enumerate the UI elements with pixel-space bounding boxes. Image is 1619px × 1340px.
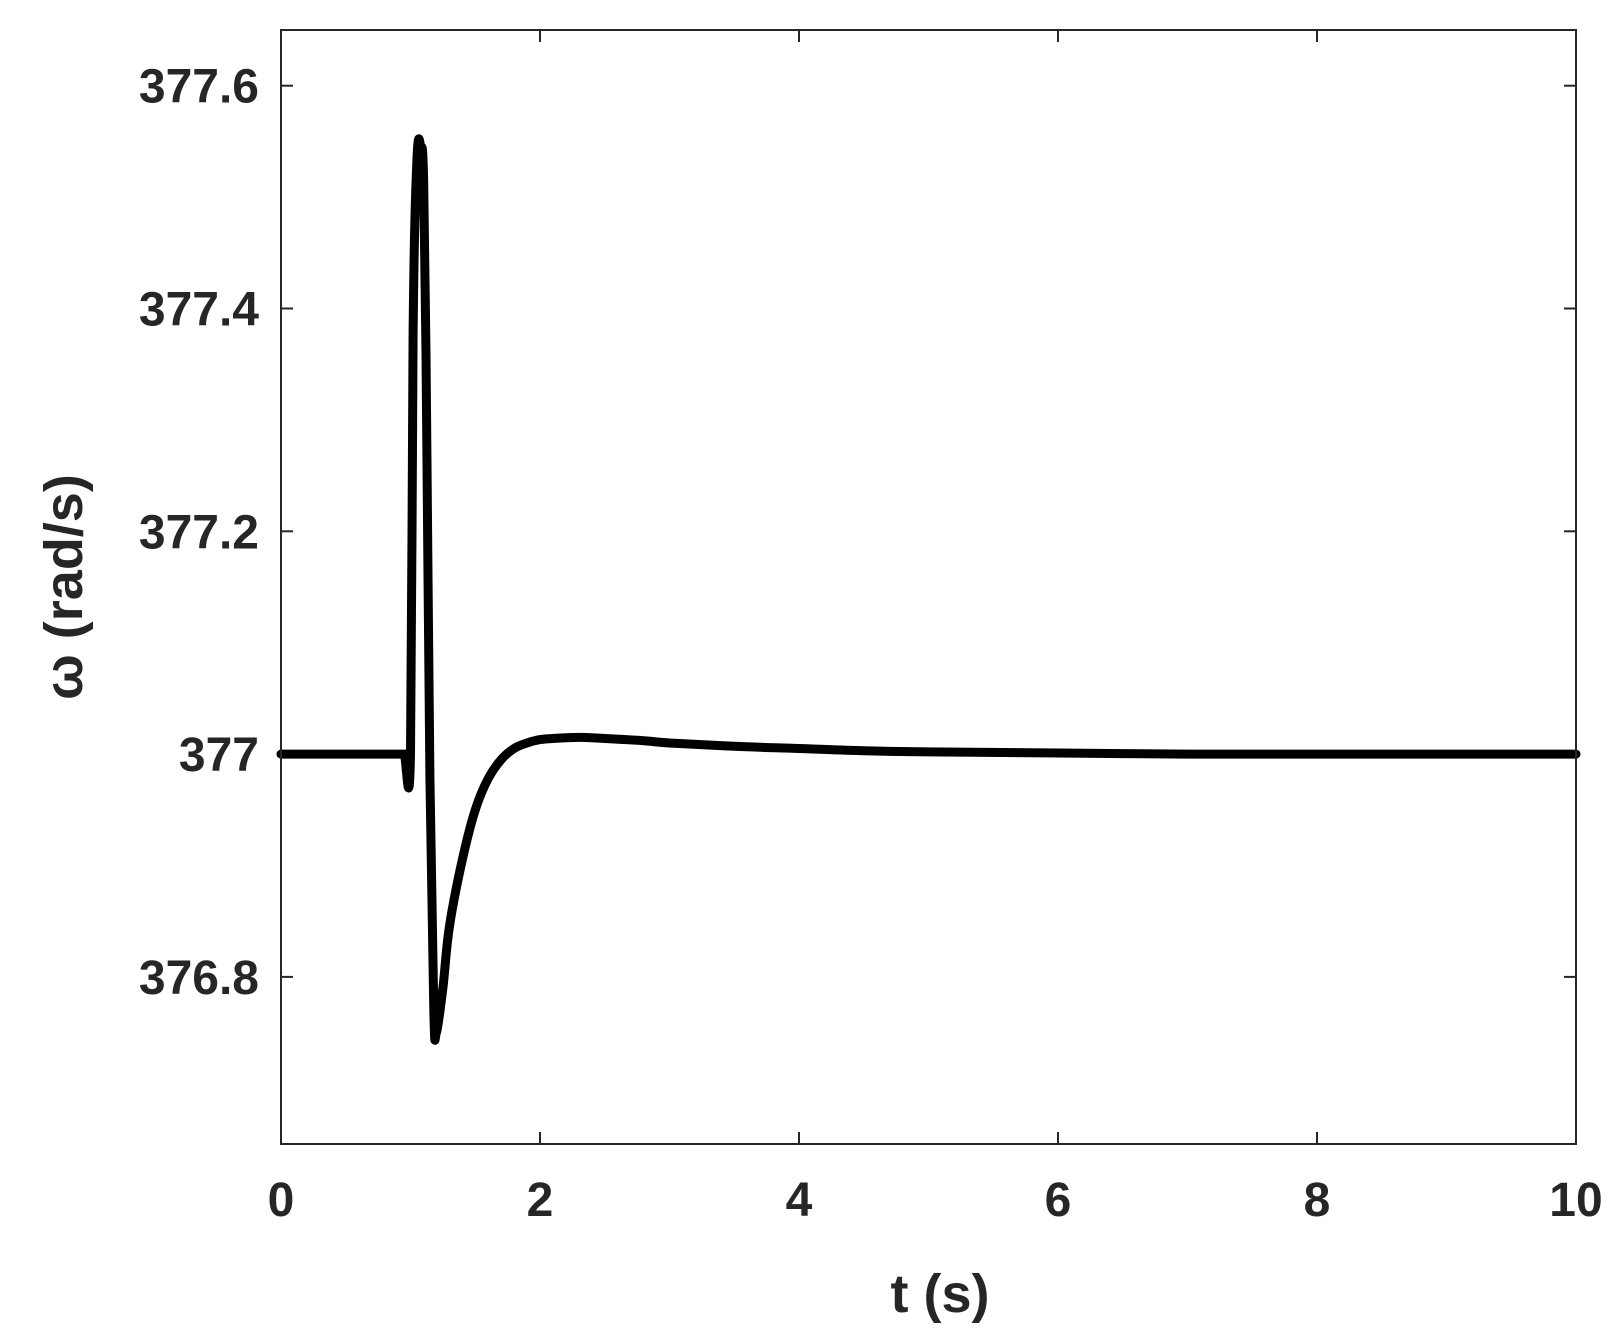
y-tick-label: 377.6 — [139, 61, 259, 114]
y-tick-label: 376.8 — [139, 952, 259, 1005]
x-tick-label: 10 — [1549, 1174, 1602, 1227]
plot-frame — [280, 29, 1577, 1145]
x-tick-label: 0 — [268, 1174, 295, 1227]
x-tick-labels: 0 2 4 6 8 10 — [268, 1174, 1603, 1227]
x-axis-label: t (s) — [891, 1264, 990, 1324]
x-tick-label: 6 — [1045, 1174, 1072, 1227]
y-tick-label: 377.2 — [139, 506, 259, 559]
y-tick-label: 377 — [179, 729, 259, 782]
y-axis-label: ω (rad/s) — [34, 474, 94, 700]
y-tick-label: 377.4 — [139, 284, 259, 337]
series-line — [276, 134, 1581, 1045]
y-tick-labels: 376.8 377 377.2 377.4 377.6 — [139, 61, 259, 1005]
x-tick-label: 2 — [527, 1174, 554, 1227]
plot-area — [281, 30, 1576, 1144]
x-tick-label: 4 — [786, 1174, 813, 1227]
x-tick-label: 8 — [1304, 1174, 1331, 1227]
